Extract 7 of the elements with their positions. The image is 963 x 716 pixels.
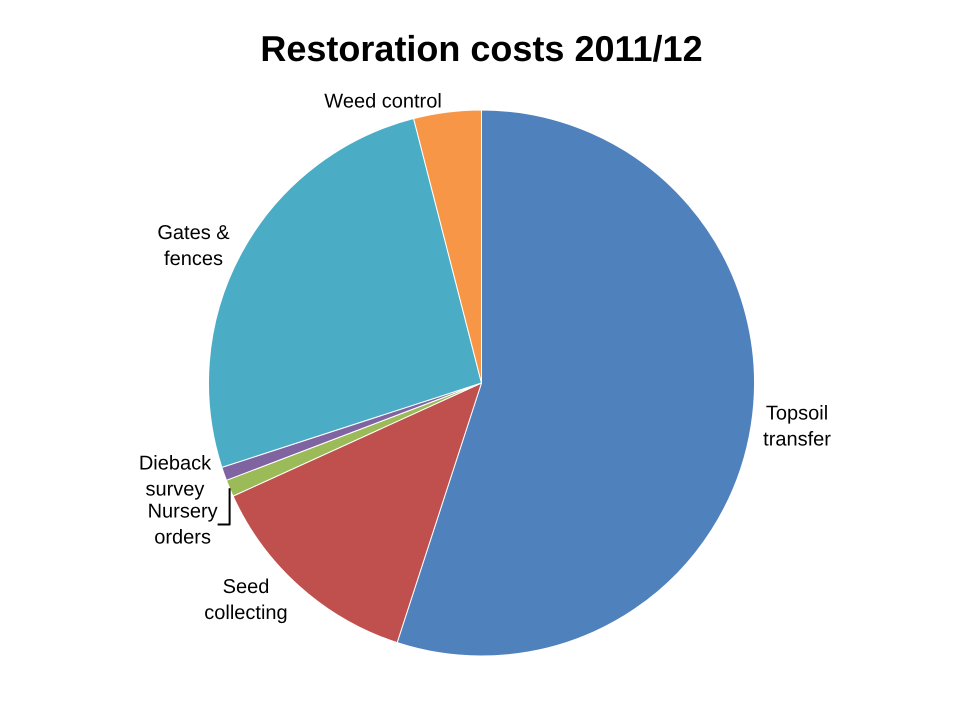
slice-label: Weed control xyxy=(324,90,442,112)
slice-label: Topsoil transfer xyxy=(763,402,832,450)
chart-title: Restoration costs 2011/12 xyxy=(260,28,703,69)
slice-label: Nursery orders xyxy=(148,500,218,549)
slice-label: Gates & fences xyxy=(157,222,230,270)
slice-label: Dieback survey xyxy=(138,452,212,501)
slice-label: Seed collecting xyxy=(204,576,288,624)
